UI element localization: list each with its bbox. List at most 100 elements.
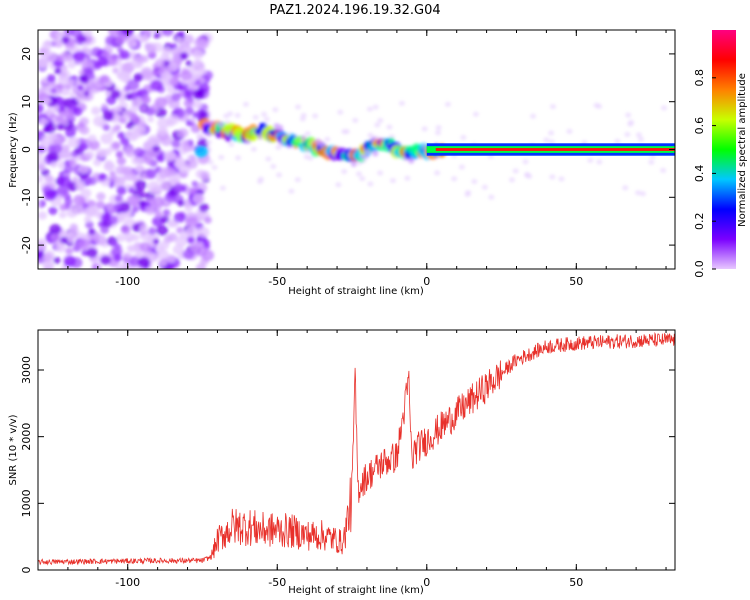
noise-blob [173, 72, 181, 80]
noise-blob [288, 188, 295, 194]
noise-blob [133, 147, 145, 157]
noise-blob [70, 30, 83, 38]
noise-blob [145, 205, 156, 215]
noise-blob [138, 200, 146, 207]
noise-blob [165, 254, 177, 264]
noise-blob [102, 50, 111, 59]
noise-blob [637, 136, 644, 142]
noise-blob [123, 85, 131, 92]
noise-blob [252, 114, 259, 120]
noise-blob [66, 207, 78, 218]
noise-blob [158, 258, 168, 267]
noise-blob [421, 126, 428, 132]
noise-blob [122, 252, 132, 262]
spectrogram-x-tick-label: -50 [268, 275, 286, 288]
noise-blob [147, 116, 155, 123]
noise-blob [196, 133, 204, 140]
noise-blob [182, 199, 192, 208]
noise-blob [140, 70, 153, 81]
noise-blob [171, 47, 182, 57]
noise-blob [140, 35, 149, 43]
noise-blob [53, 39, 64, 48]
noise-blob [137, 257, 151, 268]
noise-blob [367, 181, 374, 187]
noise-blob [177, 200, 185, 207]
noise-blob [186, 159, 198, 170]
noise-blob [88, 228, 96, 235]
noise-blob [141, 94, 151, 103]
noise-blob [38, 140, 48, 149]
noise-blob [84, 150, 95, 160]
noise-blob [130, 132, 140, 141]
noise-blob [388, 134, 395, 140]
noise-blob [125, 93, 133, 101]
noise-blob [162, 209, 171, 216]
colorbar-tick-label: 0.6 [693, 117, 706, 135]
noise-blob [87, 134, 97, 143]
noise-blob [152, 238, 160, 245]
noise-blob [38, 249, 45, 260]
noise-blob [119, 50, 131, 60]
noise-blob [263, 116, 270, 122]
noise-blob [131, 206, 139, 213]
noise-blob [261, 111, 268, 117]
noise-blob [304, 131, 311, 137]
noise-blob [145, 168, 157, 179]
noise-blob [227, 111, 234, 117]
snr-y-tick-label: 1000 [20, 489, 33, 517]
noise-blob [341, 169, 348, 175]
ridge-blob [194, 145, 208, 158]
noise-blob [481, 184, 488, 190]
noise-blob [55, 243, 66, 253]
noise-blob [74, 180, 86, 190]
noise-blob [46, 74, 56, 83]
snr-series-line [38, 331, 675, 566]
noise-blob [614, 138, 621, 144]
noise-blob [530, 113, 537, 119]
noise-blob [82, 30, 93, 38]
noise-blob [115, 150, 124, 158]
noise-blob [341, 129, 348, 135]
noise-blob [150, 79, 163, 91]
noise-blob [472, 111, 479, 117]
noise-blob [398, 100, 405, 106]
noise-blob [38, 211, 48, 220]
noise-blob [235, 155, 242, 161]
noise-blob [77, 121, 85, 129]
noise-blob [72, 107, 83, 117]
noise-blob [80, 188, 92, 199]
noise-blob [113, 202, 123, 211]
noise-blob [100, 133, 113, 145]
noise-blob [444, 101, 451, 107]
ridge-halo [277, 124, 284, 131]
noise-blob [139, 242, 151, 252]
noise-blob [100, 213, 111, 223]
noise-blob [295, 104, 302, 110]
snr-y-tick-label: 3000 [20, 356, 33, 384]
spectrogram-x-axis-label: Height of straight line (km) [288, 286, 424, 297]
noise-blob [99, 74, 110, 84]
noise-blob [543, 137, 550, 143]
spectrogram-y-tick-label: 10 [20, 95, 33, 109]
noise-blob [145, 43, 154, 50]
noise-blob [111, 125, 120, 133]
noise-blob [205, 139, 212, 145]
colorbar-tick-label: 0.2 [693, 212, 706, 230]
snr-x-tick-label: 50 [569, 576, 583, 589]
noise-blob [275, 145, 282, 151]
noise-blob [596, 159, 603, 165]
noise-blob [435, 130, 442, 136]
noise-blob [38, 103, 44, 114]
noise-blob [50, 161, 58, 168]
noise-blob [172, 244, 184, 255]
noise-blob [161, 47, 172, 56]
noise-blob [596, 103, 603, 109]
noise-blob [44, 51, 58, 63]
spectrogram-y-tick-label: -20 [20, 236, 33, 254]
noise-blob [185, 106, 194, 115]
noise-blob [64, 197, 73, 206]
noise-blob [352, 117, 359, 123]
noise-blob [50, 87, 57, 94]
